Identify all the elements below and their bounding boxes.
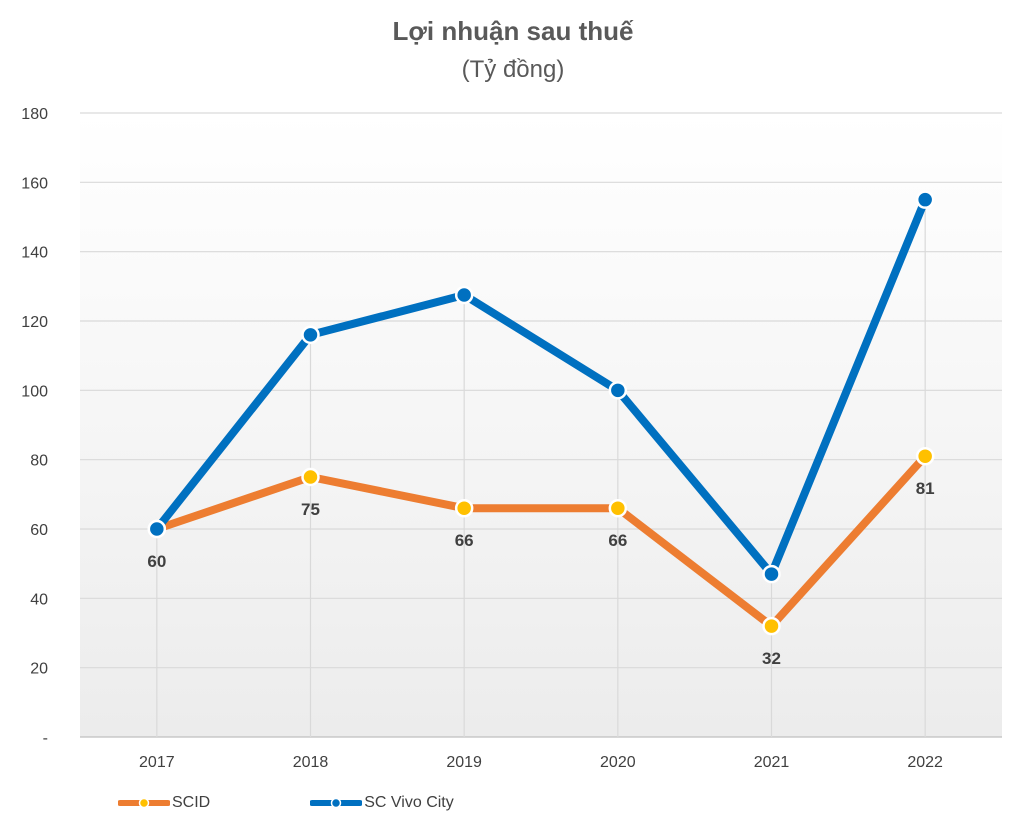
legend: SCID SC Vivo City [118, 794, 454, 812]
y-tick-label: - [43, 730, 48, 747]
data-label-scid: 81 [916, 479, 935, 498]
x-tick-label: 2017 [139, 754, 175, 771]
y-tick-label: 100 [21, 383, 48, 400]
plot-background [80, 113, 1002, 737]
legend-item-sc-vivo-city[interactable]: SC Vivo City [310, 794, 454, 812]
legend-item-scid[interactable]: SCID [118, 794, 210, 812]
y-tick-label: 40 [30, 591, 48, 608]
data-point-sc-vivo-city[interactable] [147, 519, 167, 539]
x-tick-label: 2018 [293, 754, 329, 771]
y-tick-label: 160 [21, 175, 48, 192]
data-label-scid: 60 [147, 552, 166, 571]
data-label-scid: 66 [455, 531, 474, 550]
x-axis-ticks: 2017 2018 2019 2020 2021 2022 [139, 754, 943, 771]
legend-label-scid: SCID [172, 794, 211, 811]
legend-label-sc-vivo-city: SC Vivo City [364, 794, 454, 811]
legend-swatch-sc-vivo-city [310, 797, 363, 809]
legend-swatch-scid [118, 797, 170, 809]
x-tick-label: 2022 [907, 754, 943, 771]
series-line-sc-vivo-city [152, 195, 930, 579]
y-tick-label: 120 [21, 314, 48, 331]
data-label-scid: 66 [608, 531, 627, 550]
data-point-sc-vivo-city[interactable] [762, 564, 781, 584]
data-label-scid: 32 [762, 649, 781, 668]
data-point-scid[interactable] [301, 467, 320, 487]
data-point-scid[interactable] [454, 498, 474, 518]
y-tick-label: 60 [30, 522, 48, 539]
data-point-scid[interactable] [608, 498, 628, 518]
data-point-sc-vivo-city[interactable] [301, 325, 320, 345]
data-point-scid[interactable] [915, 446, 935, 466]
y-tick-label: 80 [30, 453, 48, 470]
chart-subtitle: (Tỷ đồng) [461, 56, 565, 83]
series-lines [152, 195, 930, 631]
series-markers [147, 190, 935, 636]
x-tick-label: 2021 [754, 754, 790, 771]
chart-title: Lợi nhuận sau thuế [392, 16, 634, 46]
x-tick-label: 2019 [446, 754, 482, 771]
data-point-sc-vivo-city[interactable] [608, 381, 628, 400]
data-labels: 60 75 66 66 32 81 [147, 479, 934, 668]
data-point-sc-vivo-city[interactable] [915, 190, 935, 209]
y-tick-label: 180 [21, 106, 48, 123]
y-tick-label: 140 [21, 245, 48, 262]
y-axis-ticks: - 20 40 60 80 100 120 140 160 180 [21, 106, 48, 747]
y-tick-label: 20 [30, 661, 48, 678]
gridlines [80, 112, 1002, 738]
x-tick-label: 2020 [600, 754, 636, 771]
data-point-scid[interactable] [762, 616, 781, 636]
data-point-sc-vivo-city[interactable] [454, 285, 474, 305]
data-label-scid: 75 [301, 500, 320, 519]
series-line-scid [152, 452, 930, 631]
